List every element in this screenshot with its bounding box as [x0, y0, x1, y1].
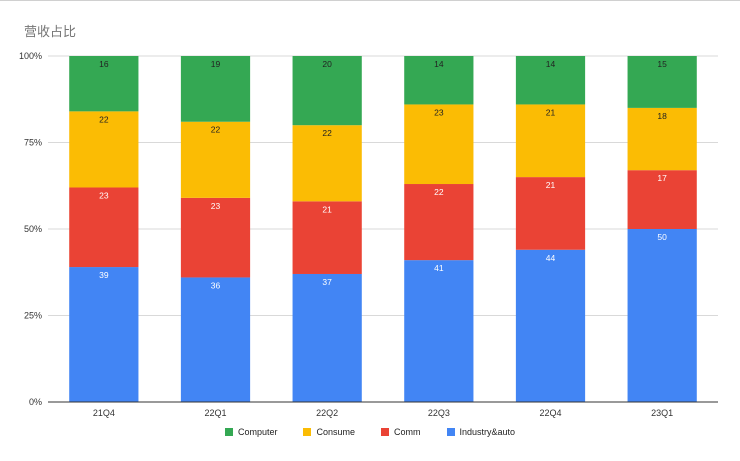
legend-item: Consume	[303, 427, 355, 437]
data-label: 17	[657, 173, 667, 183]
data-label: 44	[546, 253, 556, 263]
y-tick-label: 25%	[24, 311, 42, 321]
data-label: 18	[657, 111, 667, 121]
data-label: 14	[546, 59, 556, 69]
y-tick-label: 0%	[29, 397, 42, 407]
bar-segment	[292, 273, 362, 402]
legend-item: Comm	[381, 427, 421, 437]
legend-item: Computer	[224, 427, 278, 437]
data-label: 21	[322, 204, 332, 214]
bar-segment	[515, 56, 586, 105]
bar-segment	[404, 184, 474, 261]
data-label: 37	[322, 277, 332, 287]
legend-label: Consume	[316, 427, 355, 437]
data-label: 19	[211, 59, 221, 69]
bar-segment	[515, 177, 586, 250]
data-label: 23	[434, 107, 444, 117]
y-tick-label: 100%	[19, 51, 42, 61]
bar-segment	[627, 170, 697, 229]
chart-title: 营收占比	[24, 25, 77, 40]
bar-segment	[627, 56, 697, 108]
bar-segment	[515, 104, 586, 178]
bar-segment	[627, 229, 697, 402]
data-label: 23	[99, 190, 109, 200]
data-label: 22	[322, 128, 332, 138]
data-label: 41	[434, 263, 444, 273]
data-label: 21	[546, 107, 556, 117]
bar-segment	[515, 249, 586, 402]
x-tick-label: 21Q4	[93, 408, 115, 418]
data-label: 21	[546, 180, 556, 190]
data-label: 22	[99, 114, 109, 124]
legend-label: Industry&auto	[459, 427, 516, 437]
legend-label: Computer	[237, 427, 278, 437]
legend-swatch	[224, 428, 233, 436]
legend-label: Comm	[394, 427, 421, 437]
bar-segment	[292, 125, 362, 202]
y-tick-label: 50%	[24, 224, 42, 234]
bar-segment	[180, 56, 251, 122]
bar-segment	[627, 107, 697, 171]
bar-segment	[180, 277, 251, 402]
legend-swatch	[446, 428, 455, 436]
data-label: 20	[322, 59, 332, 69]
x-tick-label: 22Q1	[204, 408, 226, 418]
y-tick-label: 75%	[24, 138, 42, 148]
data-label: 14	[434, 59, 444, 69]
data-label: 22	[211, 125, 221, 135]
legend-swatch	[303, 428, 312, 436]
bar-segment	[69, 56, 139, 112]
x-tick-label: 23Q1	[651, 408, 673, 418]
legend-swatch	[381, 428, 389, 436]
data-label: 39	[99, 270, 109, 280]
bar-segment	[69, 187, 139, 268]
bar-segment	[404, 260, 474, 402]
data-label: 22	[434, 187, 444, 197]
bar-segment	[180, 121, 251, 198]
bar-segment	[69, 267, 139, 402]
data-label: 23	[211, 201, 221, 211]
bar-segment	[404, 56, 474, 105]
bar-segment	[404, 104, 474, 185]
chart-legend: Computer Consume Comm Industry&auto	[0, 427, 740, 437]
bar-segment	[292, 201, 362, 274]
bar-segment	[69, 111, 139, 188]
x-tick-label: 22Q3	[428, 408, 450, 418]
data-label: 15	[657, 59, 667, 69]
bar-segment	[292, 56, 362, 126]
bar-segment	[180, 197, 251, 278]
x-tick-label: 22Q4	[539, 408, 561, 418]
data-label: 36	[211, 280, 221, 290]
data-label: 50	[657, 232, 667, 242]
data-label: 16	[99, 59, 109, 69]
x-tick-label: 22Q2	[316, 408, 338, 418]
legend-item: Industry&auto	[446, 427, 516, 437]
